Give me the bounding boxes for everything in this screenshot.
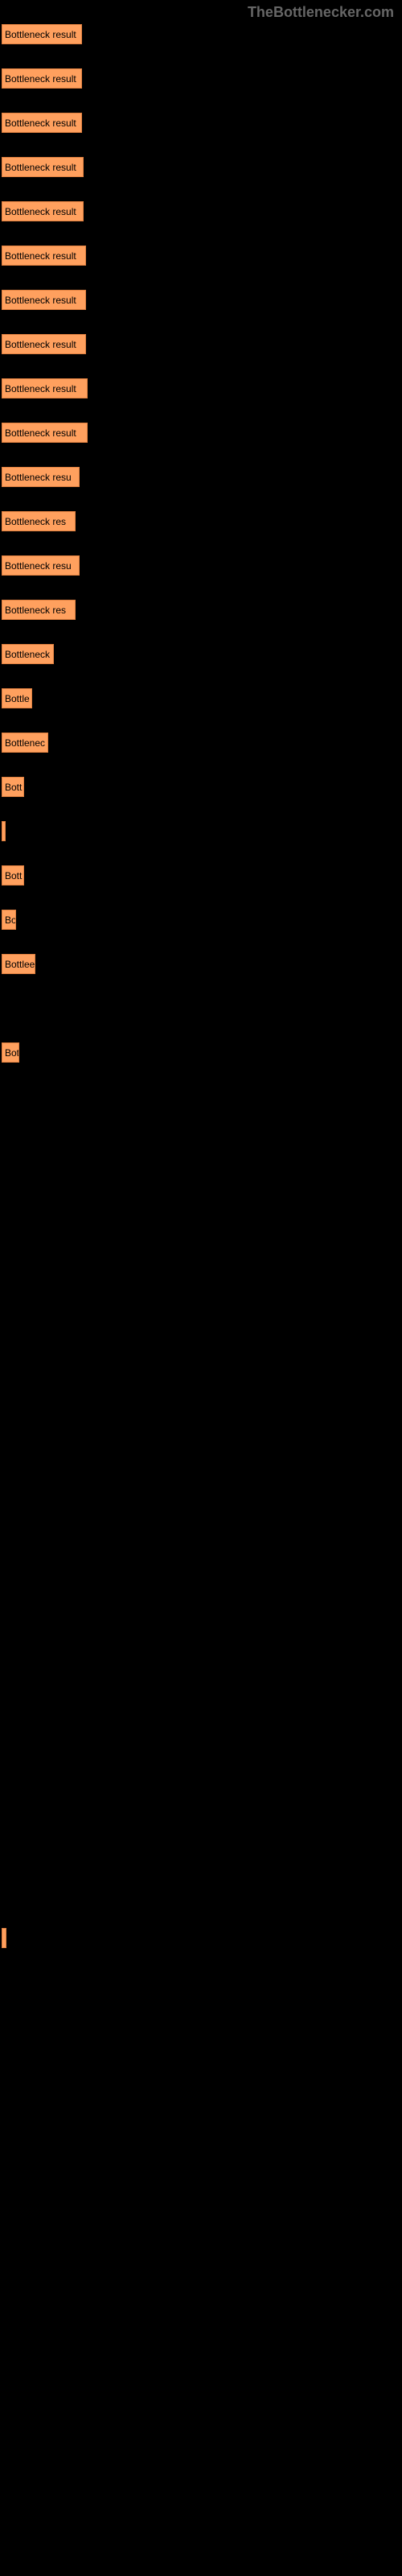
watermark: TheBottlenecker.com: [248, 4, 394, 21]
bar: Bottlenec: [2, 733, 48, 753]
bar: Bottleneck result: [2, 24, 82, 44]
bar-row: Bottleneck result: [2, 423, 402, 443]
bar-row: Bott: [2, 865, 402, 886]
bar-row: Bottleneck resu: [2, 467, 402, 487]
bar-row: [2, 1308, 402, 1328]
bar-row: [2, 1928, 402, 1948]
bar-row: [2, 1485, 402, 1505]
bar-row: Bottle: [2, 688, 402, 708]
bar: [2, 1928, 6, 1948]
bar: Bottleneck resu: [2, 555, 80, 576]
bar-row: [2, 1795, 402, 1815]
bar: Bottleneck result: [2, 201, 84, 221]
bar-row: Bottleneck result: [2, 68, 402, 89]
bar-row: [2, 1884, 402, 1904]
bar-row: [2, 2061, 402, 2081]
bar-row: Bottleneck result: [2, 201, 402, 221]
bar-row: [2, 998, 402, 1018]
bar: Bottleneck result: [2, 290, 86, 310]
bar-row: [2, 1530, 402, 1550]
bar-row: [2, 2105, 402, 2125]
bar: Bott: [2, 865, 24, 886]
bar-row: [2, 1087, 402, 1107]
bar-row: [2, 1972, 402, 1992]
bar: Bottleneck result: [2, 157, 84, 177]
bar-row: Bottleneck res: [2, 511, 402, 531]
bar-row: [2, 1839, 402, 1860]
bar-row: Bottlee: [2, 954, 402, 974]
bar: Bottleneck: [2, 644, 54, 664]
bar-row: [2, 1618, 402, 1638]
bar-row: Bottlenec: [2, 733, 402, 753]
bar: Bottleneck result: [2, 334, 86, 354]
bar-row: [2, 1397, 402, 1417]
bar: Bottleneck result: [2, 246, 86, 266]
bar: Bo: [2, 910, 16, 930]
bar-row: [2, 1175, 402, 1195]
bar-row: Bottleneck result: [2, 334, 402, 354]
bar-row: [2, 1264, 402, 1284]
bar-row: [2, 1441, 402, 1461]
bar-row: [2, 2415, 402, 2435]
bar: Bottleneck resu: [2, 467, 80, 487]
bar-row: Bottleneck res: [2, 600, 402, 620]
bar: Bott: [2, 777, 24, 797]
bar: Bottlee: [2, 954, 35, 974]
bar-row: Bot: [2, 1042, 402, 1063]
bar-row: [2, 2504, 402, 2524]
bar: Bot: [2, 1042, 19, 1063]
bar-row: Bott: [2, 777, 402, 797]
bar: [2, 821, 6, 841]
bar-row: [2, 2194, 402, 2214]
bar-row: [2, 1220, 402, 1240]
bar: Bottleneck result: [2, 68, 82, 89]
bar-row: [2, 2326, 402, 2347]
bar-row: [2, 1574, 402, 1594]
bar: Bottleneck res: [2, 600, 76, 620]
bar: Bottleneck res: [2, 511, 76, 531]
bar: Bottleneck result: [2, 378, 88, 398]
bar: Bottle: [2, 688, 32, 708]
bar-row: [2, 2238, 402, 2258]
bar-row: [2, 1131, 402, 1151]
bar-row: Bottleneck resu: [2, 555, 402, 576]
bar-row: Bottleneck result: [2, 290, 402, 310]
bar-row: [2, 2017, 402, 2037]
bar-row: [2, 1707, 402, 1727]
bar-row: Bottleneck result: [2, 113, 402, 133]
bar-row: [2, 1352, 402, 1373]
bar-row: [2, 2149, 402, 2169]
bar-row: [2, 2371, 402, 2391]
bar-row: Bottleneck result: [2, 24, 402, 44]
bar-row: Bottleneck result: [2, 378, 402, 398]
bar-row: Bo: [2, 910, 402, 930]
bar-row: Bottleneck result: [2, 246, 402, 266]
bar: Bottleneck result: [2, 423, 88, 443]
bar-row: [2, 2282, 402, 2302]
bar-row: Bottleneck result: [2, 157, 402, 177]
bar-row: [2, 2459, 402, 2479]
bar-row: [2, 1662, 402, 1682]
bar-row: Bottleneck: [2, 644, 402, 664]
bar: Bottleneck result: [2, 113, 82, 133]
bar-row: [2, 1751, 402, 1771]
chart-container: Bottleneck result Bottleneck result Bottle…: [0, 0, 402, 2524]
bar-row: [2, 821, 402, 841]
